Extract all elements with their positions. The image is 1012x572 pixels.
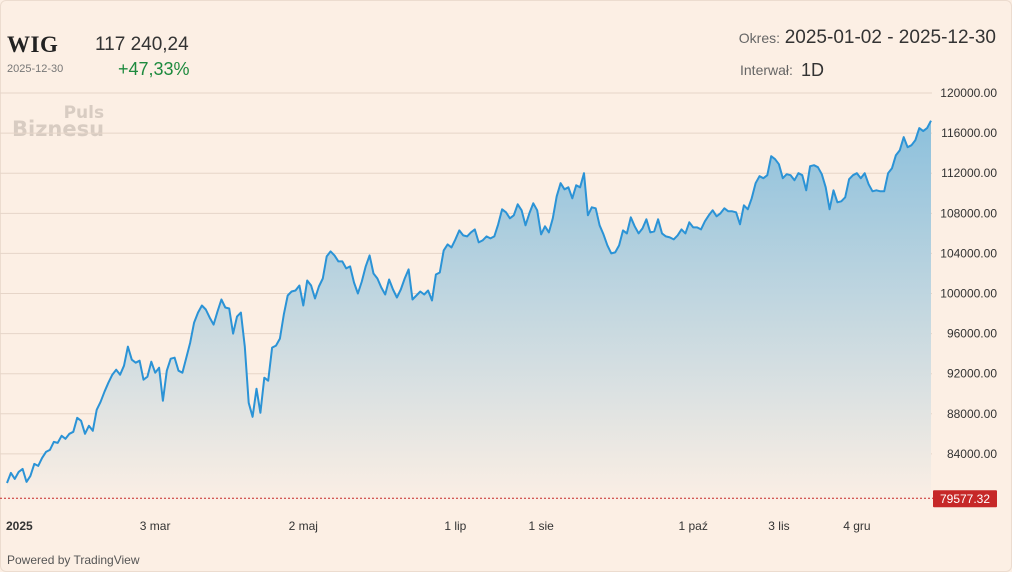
x-tick-label: 2 maj bbox=[289, 519, 318, 533]
x-tick-label: 1 sie bbox=[528, 519, 554, 533]
logo-line-1: Puls bbox=[63, 103, 105, 123]
x-tick-label: 3 lis bbox=[768, 519, 789, 533]
y-tick-label: 88000.00 bbox=[947, 407, 997, 421]
y-tick-label: 120000.00 bbox=[940, 86, 997, 100]
price-change: +47,33% bbox=[118, 59, 190, 79]
y-axis: 120000.00 116000.00 112000.00 108000.00 1040… bbox=[940, 86, 997, 461]
baseline-tag-label: 79577.32 bbox=[940, 492, 990, 506]
last-date: 2025-12-30 bbox=[7, 63, 64, 75]
baseline-price-tag: 79577.32 bbox=[933, 490, 997, 508]
powered-by-link[interactable]: Powered by TradingView bbox=[7, 553, 140, 567]
interval-label: Interwał: bbox=[740, 62, 793, 78]
x-axis: 2025 3 mar 2 maj 1 lip 1 sie 1 paź 3 lis 4 gru bbox=[6, 519, 871, 533]
price-line[interactable] bbox=[6, 120, 932, 484]
y-tick-label: 96000.00 bbox=[947, 327, 997, 341]
y-tick-label: 92000.00 bbox=[947, 367, 997, 381]
y-tick-label: 116000.00 bbox=[941, 126, 997, 140]
period-label: Okres: bbox=[738, 30, 780, 46]
x-tick-label: 1 lip bbox=[444, 519, 466, 533]
x-tick-label: 2025 bbox=[6, 519, 33, 533]
y-tick-label: 100000.00 bbox=[940, 287, 997, 301]
last-price: 117 240,24 bbox=[95, 34, 189, 55]
logo-line-2: Biznesu bbox=[12, 117, 105, 141]
ticker-symbol: WIG bbox=[7, 32, 59, 57]
x-tick-label: 4 gru bbox=[843, 519, 870, 533]
interval-selector[interactable]: 1D bbox=[801, 60, 825, 80]
y-tick-label: 112000.00 bbox=[941, 166, 997, 180]
x-tick-label: 1 paź bbox=[678, 519, 707, 533]
y-tick-label: 84000.00 bbox=[947, 447, 997, 461]
puls-biznesu-logo: Puls Biznesu bbox=[12, 103, 105, 141]
y-tick-label: 108000.00 bbox=[940, 206, 997, 220]
price-area bbox=[7, 120, 931, 504]
x-tick-label: 3 mar bbox=[140, 519, 171, 533]
y-tick-label: 104000.00 bbox=[940, 246, 997, 260]
baseline-tag-bg bbox=[933, 490, 997, 508]
period-selector[interactable]: 2025-01-02 - 2025-12-30 bbox=[784, 27, 996, 48]
